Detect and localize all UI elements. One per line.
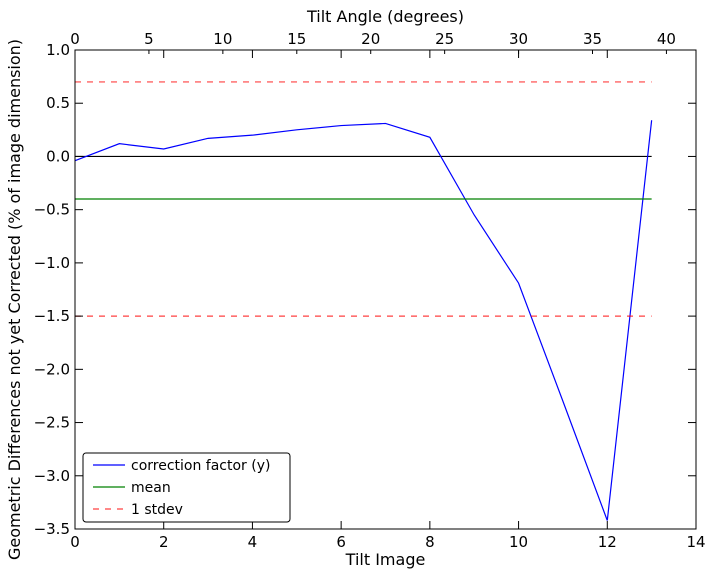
x-tick-label: 2 (159, 533, 169, 551)
x2-tick-label: 40 (657, 30, 676, 48)
legend-items: correction factor (y) mean 1 stdev (93, 458, 270, 518)
x-tick-label: 8 (425, 533, 435, 551)
y-tick-label: 1.0 (46, 41, 70, 59)
y-tick-label: −0.5 (34, 201, 70, 219)
y-tick-label: −3.0 (34, 467, 70, 485)
x2-tick-label: 25 (435, 30, 454, 48)
y-tick-label: 0.0 (46, 147, 70, 165)
x-tick-label: 6 (336, 533, 346, 551)
x-tick-label: 14 (686, 533, 705, 551)
x2-tick-label: 20 (361, 30, 380, 48)
x2-tick-label: 5 (144, 30, 154, 48)
legend-label: mean (131, 480, 171, 496)
y-tick-label: −1.5 (34, 307, 70, 325)
series-line-correction-factor-y- (74, 120, 653, 521)
legend-label: correction factor (y) (131, 458, 270, 474)
x-tick-label: 4 (248, 533, 258, 551)
x-tick-label: 12 (598, 533, 617, 551)
legend-box (82, 452, 291, 523)
legend: correction factor (y) mean 1 stdev (82, 452, 291, 523)
y-tick-label: −1.0 (34, 254, 70, 272)
x2-tick-label: 30 (509, 30, 528, 48)
x-tick-label: 10 (509, 533, 528, 551)
x2-axis-ticks: 0 5 10 15 20 25 30 35 40 (70, 30, 676, 54)
y-tick-label: −2.0 (34, 360, 70, 378)
y-tick-label: 0.5 (46, 94, 70, 112)
x2-tick-label: 10 (213, 30, 232, 48)
y-axis-ticks: 1.0 0.5 0.0 −0.5 −1.0 −1.5 −2.0 −2.5 −3.0 −3.5 (34, 41, 696, 538)
x2-tick-label: 0 (70, 30, 80, 48)
y-tick-label: −2.5 (34, 414, 70, 432)
series-layer (74, 81, 653, 521)
plot-area (74, 81, 653, 521)
legend-label: 1 stdev (131, 502, 183, 518)
x-tick-label: 0 (70, 533, 80, 551)
x2-tick-label: 15 (287, 30, 306, 48)
plot-frame (74, 49, 697, 530)
x-axis-label: Tilt Image (345, 550, 426, 569)
x2-tick-label: 35 (583, 30, 602, 48)
y-axis-label: Geometric Differences not yet Corrected … (5, 39, 24, 560)
y-tick-label: −3.5 (34, 520, 70, 538)
x2-axis-label: Tilt Angle (degrees) (306, 7, 464, 26)
